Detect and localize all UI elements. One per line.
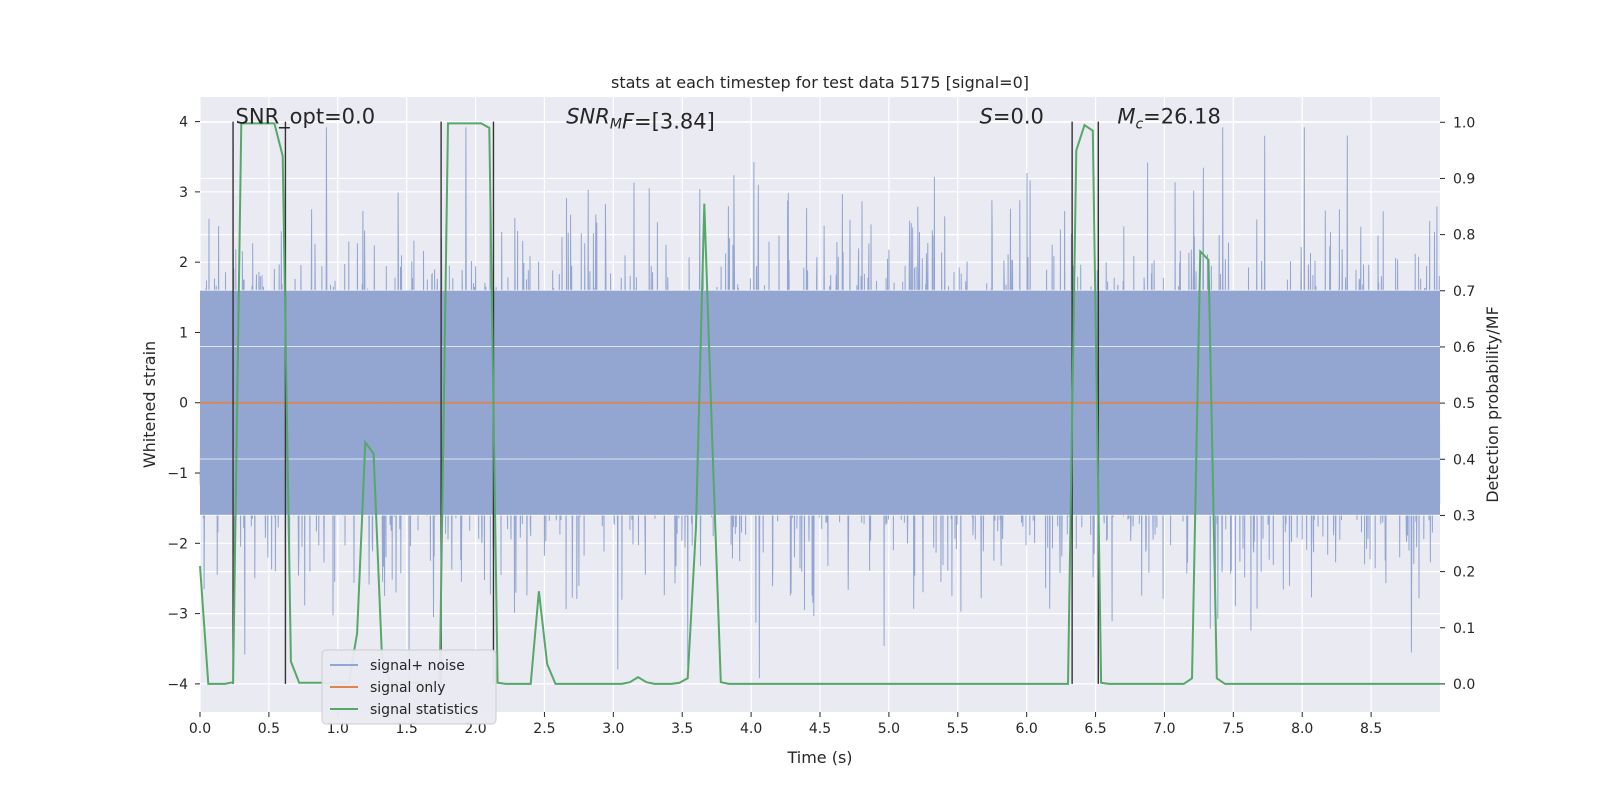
y2-tick-label: 0.0 [1453, 677, 1475, 693]
legend-box [321, 649, 497, 725]
y-tick-label: 1 [179, 325, 188, 341]
x-tick-label: 3.0 [602, 721, 624, 737]
annotation: S=0.0 [980, 105, 1044, 129]
y-tick-label: 2 [179, 255, 188, 271]
x-tick-label: 4.0 [740, 721, 762, 737]
legend[interactable]: signal+ noise signal only signal statistic… [321, 649, 497, 725]
y2-tick-label: 0.4 [1453, 452, 1475, 468]
y2-tick-label: 0.3 [1453, 508, 1475, 524]
x-tick-label: 2.0 [464, 721, 486, 737]
y-tick-label: 3 [179, 185, 188, 201]
y2-tick-label: 0.2 [1453, 565, 1475, 581]
y-tick-label: −3 [167, 607, 188, 623]
x-tick-label: 5.0 [878, 721, 900, 737]
grid-overlay [200, 289, 1440, 516]
x-tick-label: 5.5 [947, 721, 969, 737]
x-tick-label: 0.5 [258, 721, 280, 737]
x-tick-label: 2.5 [533, 721, 555, 737]
legend-label: signal only [370, 680, 445, 696]
y2-tick-label: 0.9 [1453, 171, 1475, 187]
x-tick-label: 7.5 [1222, 721, 1244, 737]
y-axis-label: Whitened strain [140, 341, 159, 468]
y2-tick-label: 0.6 [1453, 340, 1475, 356]
x-tick-label: 1.5 [396, 721, 418, 737]
x-tick-label: 1.0 [327, 721, 349, 737]
y-tick-label: 0 [179, 396, 188, 412]
x-tick-label: 0.0 [189, 721, 211, 737]
annotations: SNR_opt=0.0 SNRMF=[3.84] S=0.0 Mc=26.18 [236, 105, 1221, 134]
y-tick-label: −1 [167, 466, 188, 482]
x-tick-label: 8.0 [1291, 721, 1313, 737]
y-tick-label: 4 [179, 115, 188, 131]
annotation: Mc=26.18 [1117, 105, 1221, 133]
noise-line [199, 127, 1441, 679]
axes: 0.0 0.5 1.0 1.5 2.0 2.5 3.0 3.5 4.0 4.5 5.0 5.5 6.0 6… [167, 115, 1475, 737]
y2-axis-label: Detection probability/MF [1483, 306, 1502, 503]
x-tick-label: 6.5 [1084, 721, 1106, 737]
annotation: SNR_opt=0.0 [236, 105, 376, 130]
legend-label: signal+ noise [370, 658, 465, 674]
x-tick-label: 7.0 [1153, 721, 1175, 737]
y2-tick-label: 0.5 [1453, 396, 1475, 412]
x-tick-label: 8.5 [1360, 721, 1382, 737]
legend-label: signal statistics [370, 702, 478, 718]
y2-tick-label: 0.7 [1453, 284, 1475, 300]
y2-tick-label: 0.8 [1453, 228, 1475, 244]
x-axis-label: Time (s) [786, 748, 852, 767]
y-tick-label: −2 [167, 536, 188, 552]
chart-title: stats at each timestep for test data 517… [611, 73, 1029, 92]
annotation: SNRMF=[3.84] [566, 105, 715, 134]
y-tick-label: −4 [167, 677, 188, 693]
y2-tick-label: 0.1 [1453, 621, 1475, 637]
x-tick-label: 4.5 [809, 721, 831, 737]
y2-tick-label: 1.0 [1453, 115, 1475, 131]
x-tick-label: 3.5 [671, 721, 693, 737]
x-tick-label: 6.0 [1016, 721, 1038, 737]
